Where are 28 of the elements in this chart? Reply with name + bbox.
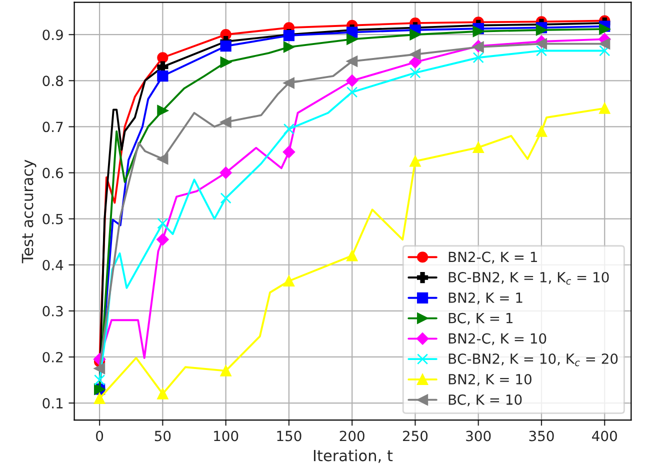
legend-label: BN2-C, K = 1 bbox=[448, 252, 537, 264]
legend-label: BC, K = 10 bbox=[448, 394, 522, 406]
y-tick-label: 0.5 bbox=[42, 214, 63, 224]
x-tick-label: 150 bbox=[277, 430, 302, 442]
y-tick-label: 0.8 bbox=[42, 76, 63, 86]
x-tick-label: 0 bbox=[96, 430, 104, 442]
x-tick-label: 100 bbox=[214, 430, 238, 442]
legend-label: BC-BN2, K = 10, K$_{c}$ = 20 bbox=[448, 354, 618, 366]
x-tick-label: 200 bbox=[340, 430, 364, 442]
y-axis-title: Test accuracy bbox=[22, 160, 36, 264]
legend-label: BN2, K = 1 bbox=[448, 292, 522, 304]
y-tick-label: 0.9 bbox=[42, 30, 63, 40]
y-tick-label: 0.4 bbox=[42, 260, 64, 270]
y-tick-label: 0.2 bbox=[42, 352, 62, 362]
y-tick-label: 0.7 bbox=[42, 122, 63, 132]
x-tick-label: 350 bbox=[529, 430, 554, 442]
x-tick-label: 50 bbox=[154, 430, 171, 442]
x-tick-label: 400 bbox=[592, 430, 617, 442]
x-tick-label: 300 bbox=[466, 430, 491, 442]
legend-label: BC-BN2, K = 1, K$_{c}$ = 10 bbox=[448, 272, 609, 285]
legend-label: BN2, K = 10 bbox=[448, 374, 532, 386]
legend-label: BC, K = 1 bbox=[448, 312, 512, 325]
y-tick-label: 0.1 bbox=[42, 398, 63, 409]
legend-label: BN2-C, K = 10 bbox=[448, 333, 546, 346]
y-tick-label: 0.3 bbox=[42, 306, 63, 316]
y-tick-label: 0.6 bbox=[42, 168, 63, 178]
x-tick-label: 250 bbox=[402, 430, 428, 442]
x-axis-title: Iteration, t bbox=[314, 449, 393, 463]
